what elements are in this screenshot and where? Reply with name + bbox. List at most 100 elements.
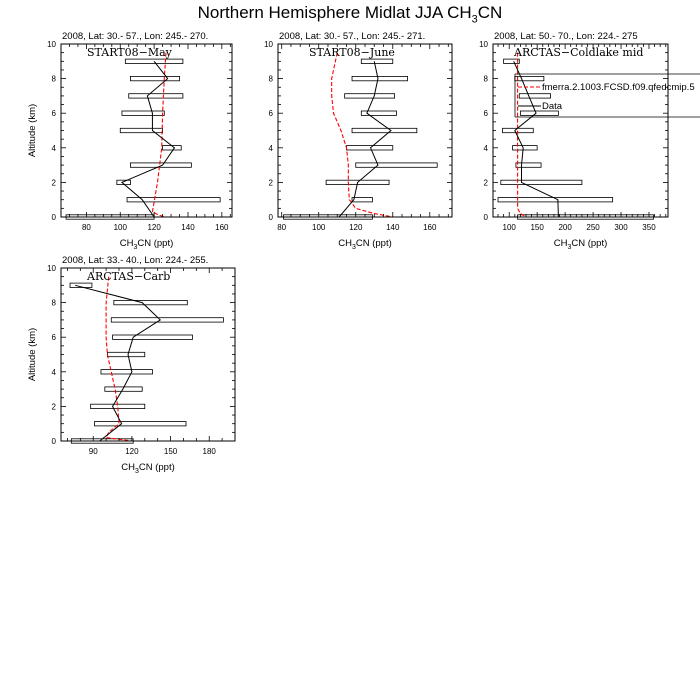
plot-frame (492, 43, 669, 218)
y-axis-label: Altitude (km) (27, 104, 38, 157)
title-text: Northern Hemisphere Midlat JJA CH (197, 3, 472, 22)
y-tick-label: 10 (47, 40, 56, 49)
y-tick-label: 4 (269, 144, 274, 153)
legend-data-label: Data (542, 101, 563, 112)
panel-title: ARCTAS−Carb (86, 270, 170, 283)
range-box (351, 76, 408, 82)
y-tick-label: 2 (269, 178, 274, 187)
y-tick-label: 4 (484, 144, 489, 153)
range-box (124, 58, 184, 64)
range-box (346, 145, 394, 151)
x-label-part: CH (554, 238, 568, 249)
range-box (500, 179, 583, 185)
x-tick-label: 100 (114, 223, 128, 232)
range-box (351, 127, 418, 134)
plot-frame (277, 43, 453, 218)
y-tick-label: 2 (484, 178, 489, 187)
y-tick-label: 10 (47, 264, 56, 273)
y-tick-label: 2 (52, 402, 57, 411)
y-tick-label: 4 (52, 144, 57, 153)
x-label-subscript: 3 (133, 244, 137, 251)
range-box (360, 110, 397, 116)
y-tick-label: 8 (52, 299, 57, 308)
x-axis-label: CH3CN (ppt) (338, 238, 392, 251)
legend-model-label: fmerra.2.1003.FCSD.f09.qfedcmip.5 (542, 82, 695, 93)
y-tick-label: 6 (269, 109, 274, 118)
y-tick-label: 6 (52, 109, 57, 118)
title-subscript: 3 (471, 13, 478, 26)
x-tick-label: 100 (312, 223, 326, 232)
x-tick-label: 160 (423, 223, 437, 232)
range-box (112, 334, 193, 340)
y-tick-label: 10 (264, 40, 273, 49)
y-tick-label: 8 (484, 75, 489, 84)
x-tick-label: 120 (349, 223, 363, 232)
y-tick-label: 6 (52, 333, 57, 342)
x-tick-label: 100 (503, 223, 517, 232)
panel-title: START08−May (87, 46, 173, 59)
range-box (351, 197, 373, 203)
y-tick-label: 0 (52, 437, 57, 446)
data-line (75, 284, 162, 442)
panel-title: ARCTAS−Coldlake mid (513, 46, 643, 59)
range-box (110, 317, 224, 323)
x-tick-label: 80 (277, 223, 286, 232)
x-tick-label: 120 (147, 223, 161, 232)
panel-3: 100 150 200 250 300 350 0 2 4 6 8 10 2008, Lat: 50.-… (479, 31, 700, 251)
x-tick-label: 140 (181, 223, 195, 232)
range-box (107, 351, 146, 358)
x-tick-label: 200 (558, 223, 572, 232)
figure-title: Northern Hemisphere Midlat JJA CH3CN (0, 3, 700, 25)
x-tick-label: 150 (164, 447, 178, 456)
data-line (121, 60, 176, 218)
range-box (360, 58, 394, 64)
x-axis-label: CH3CN (ppt) (554, 238, 608, 251)
x-tick-label: 140 (386, 223, 400, 232)
x-tick-label: 180 (203, 447, 217, 456)
range-box (126, 197, 221, 203)
model-line (151, 52, 167, 218)
legend: fmerra.2.1003.FCSD.f09.qfedcmip.5 Data (514, 73, 700, 118)
range-box (113, 299, 188, 306)
range-box (100, 369, 153, 375)
x-label-subscript: 3 (567, 244, 571, 251)
y-tick-label: 0 (269, 213, 274, 222)
range-box (130, 162, 192, 168)
y-tick-label: 0 (484, 213, 489, 222)
data-line (338, 61, 392, 218)
panel-1: 80 100 120 140 160 0 2 4 6 8 10 2008, Lat: 30.- 57.… (27, 31, 233, 251)
y-tick-label: 4 (52, 368, 57, 377)
panel-2: 80 100 120 140 160 0 2 4 6 8 10 2008, Lat: 30.- 57.… (264, 31, 453, 251)
range-box (128, 93, 184, 99)
panel-subtitle: 2008, Lat: 33.- 40., Lon: 224.- 255. (62, 255, 208, 266)
x-axis-label: CH3CN (ppt) (121, 462, 175, 475)
x-tick-label: 300 (614, 223, 628, 232)
x-label-part: CH (121, 462, 135, 473)
x-tick-label: 160 (215, 223, 229, 232)
model-line (331, 52, 393, 218)
x-tick-label: 80 (82, 223, 91, 232)
panel-subtitle: 2008, Lat: 30.- 57., Lon: 245.- 271. (279, 31, 425, 42)
range-box (497, 197, 614, 203)
x-label-part: CN (ppt) (571, 238, 607, 249)
range-box (121, 110, 165, 116)
x-axis-label: CH3CN (ppt) (120, 238, 174, 251)
x-label-part: CN (ppt) (137, 238, 173, 249)
panel-subtitle: 2008, Lat: 50.- 70., Lon: 224.- 275 (494, 31, 638, 42)
range-box (514, 76, 545, 82)
x-tick-label: 250 (586, 223, 600, 232)
range-box (344, 93, 396, 99)
range-box (518, 93, 551, 99)
y-tick-label: 0 (52, 213, 57, 222)
y-axis-label: Altitude (km) (27, 328, 38, 381)
range-box (69, 282, 93, 288)
plot-frame (60, 43, 233, 218)
panel-subtitle: 2008, Lat: 30.- 57., Lon: 245.- 270. (62, 31, 208, 42)
range-box (355, 162, 438, 168)
x-label-part: CH (120, 238, 134, 249)
x-tick-label: 150 (530, 223, 544, 232)
y-tick-label: 6 (484, 109, 489, 118)
range-box (515, 162, 542, 168)
x-tick-label: 350 (642, 223, 656, 232)
